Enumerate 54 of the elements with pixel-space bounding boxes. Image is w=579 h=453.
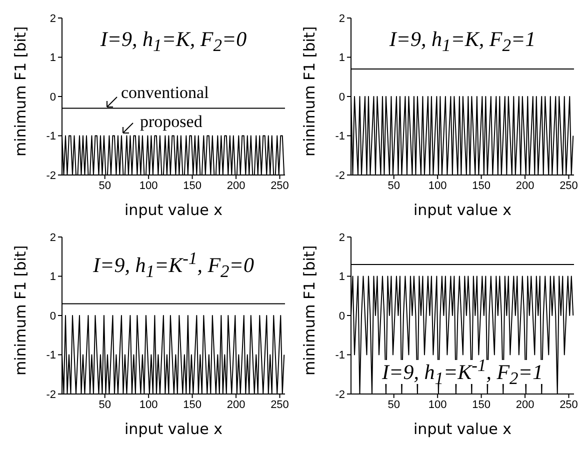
y-axis-title: minimum F1 [bit]	[11, 26, 30, 156]
y-tick-label: 1	[50, 271, 56, 284]
y-tick-label: -2	[46, 388, 56, 401]
y-tick-label: -1	[46, 350, 56, 362]
y-tick-label: 0	[50, 91, 56, 104]
y-tick-label: 1	[338, 52, 345, 64]
text: I=9, h$_{1}$=K, F$_{2}$=0	[99, 27, 248, 56]
y-tick-label: 0	[50, 310, 56, 322]
y-tick-label: -2	[335, 170, 345, 182]
y-tick-label: -1	[335, 350, 345, 362]
x-tick-label: 250	[560, 398, 578, 411]
x-tick-label: 200	[516, 180, 534, 192]
y-tick-label: -2	[335, 388, 345, 401]
x-tick-label: 250	[560, 180, 578, 192]
text: I=9, h$_{1}$=K, F$_{2}$=1	[388, 27, 537, 56]
text: I=9, h$_{1}$=K$^{-1}$, F$_{2}$=1	[381, 355, 544, 388]
x-tick-label: 150	[472, 180, 490, 192]
y-tick-label: 0	[338, 91, 345, 104]
x-axis-title: input value x	[414, 420, 512, 438]
y-tick-label: -1	[335, 130, 345, 143]
x-tick-label: 50	[98, 180, 111, 192]
x-tick-label: 100	[139, 398, 158, 411]
x-tick-label: 50	[98, 398, 111, 411]
x-tick-label: 150	[472, 398, 490, 411]
y-tick-label: 2	[338, 232, 345, 244]
x-tick-label: 150	[183, 398, 202, 411]
x-tick-label: 150	[183, 180, 202, 192]
y-tick-label: -1	[46, 130, 56, 143]
x-tick-label: 100	[139, 180, 158, 192]
x-tick-label: 100	[428, 180, 447, 192]
x-tick-label: 100	[428, 398, 447, 411]
y-tick-label: 0	[338, 310, 345, 322]
x-tick-label: 200	[516, 398, 534, 411]
y-tick-label: 2	[50, 232, 56, 244]
x-axis-title: input value x	[124, 201, 223, 219]
y-tick-label: 2	[338, 12, 345, 25]
x-tick-label: 50	[388, 180, 400, 192]
y-axis-title: minimum F1 [bit]	[300, 26, 318, 156]
y-tick-label: 2	[50, 12, 56, 25]
y-tick-label: -2	[46, 170, 56, 182]
x-tick-label: 200	[226, 180, 246, 192]
x-tick-label: 250	[270, 398, 289, 411]
y-axis-title: minimum F1 [bit]	[11, 245, 30, 376]
legend-label: conventional	[121, 83, 209, 103]
x-axis-title: input value x	[124, 420, 223, 438]
text: I=9, h$_{1}$=K$^{-1}$, F$_{2}$=0	[92, 248, 255, 282]
x-tick-label: 50	[388, 398, 400, 411]
y-tick-label: 1	[50, 52, 56, 64]
annotation: proposed	[140, 112, 202, 132]
x-tick-label: 250	[270, 180, 289, 192]
y-tick-label: 1	[338, 271, 345, 284]
x-tick-label: 200	[226, 398, 246, 411]
x-axis-title: input value x	[414, 201, 512, 219]
y-axis-title: minimum F1 [bit]	[300, 245, 318, 376]
